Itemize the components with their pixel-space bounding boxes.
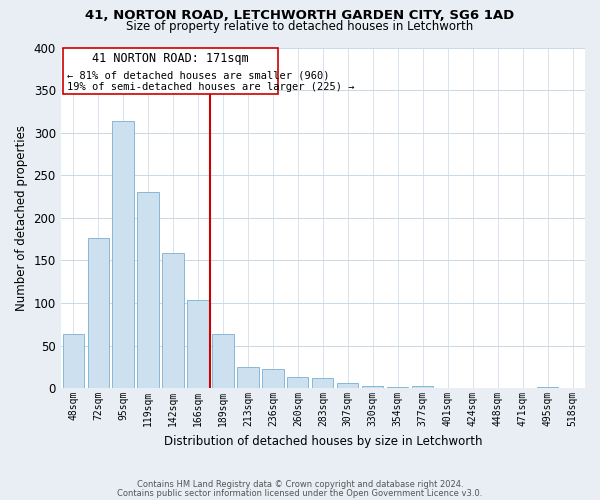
FancyBboxPatch shape [63,48,278,94]
Bar [62,334,84,388]
Bar [287,377,308,388]
Text: ← 81% of detached houses are smaller (960): ← 81% of detached houses are smaller (96… [67,70,329,81]
Text: Contains HM Land Registry data © Crown copyright and database right 2024.: Contains HM Land Registry data © Crown c… [137,480,463,489]
Bar [88,238,109,388]
Bar [262,370,284,388]
Bar [212,334,233,388]
Bar [112,120,134,388]
Y-axis label: Number of detached properties: Number of detached properties [15,125,28,311]
X-axis label: Distribution of detached houses by size in Letchworth: Distribution of detached houses by size … [164,434,482,448]
Text: Contains public sector information licensed under the Open Government Licence v3: Contains public sector information licen… [118,488,482,498]
Bar [412,386,433,388]
Text: Size of property relative to detached houses in Letchworth: Size of property relative to detached ho… [127,20,473,33]
Bar [163,252,184,388]
Bar [137,192,158,388]
Bar [312,378,334,388]
Bar [238,367,259,388]
Bar [187,300,209,388]
Bar [337,383,358,388]
Text: 19% of semi-detached houses are larger (225) →: 19% of semi-detached houses are larger (… [67,82,355,92]
Text: 41 NORTON ROAD: 171sqm: 41 NORTON ROAD: 171sqm [92,52,249,65]
Text: 41, NORTON ROAD, LETCHWORTH GARDEN CITY, SG6 1AD: 41, NORTON ROAD, LETCHWORTH GARDEN CITY,… [85,9,515,22]
Bar [362,386,383,388]
